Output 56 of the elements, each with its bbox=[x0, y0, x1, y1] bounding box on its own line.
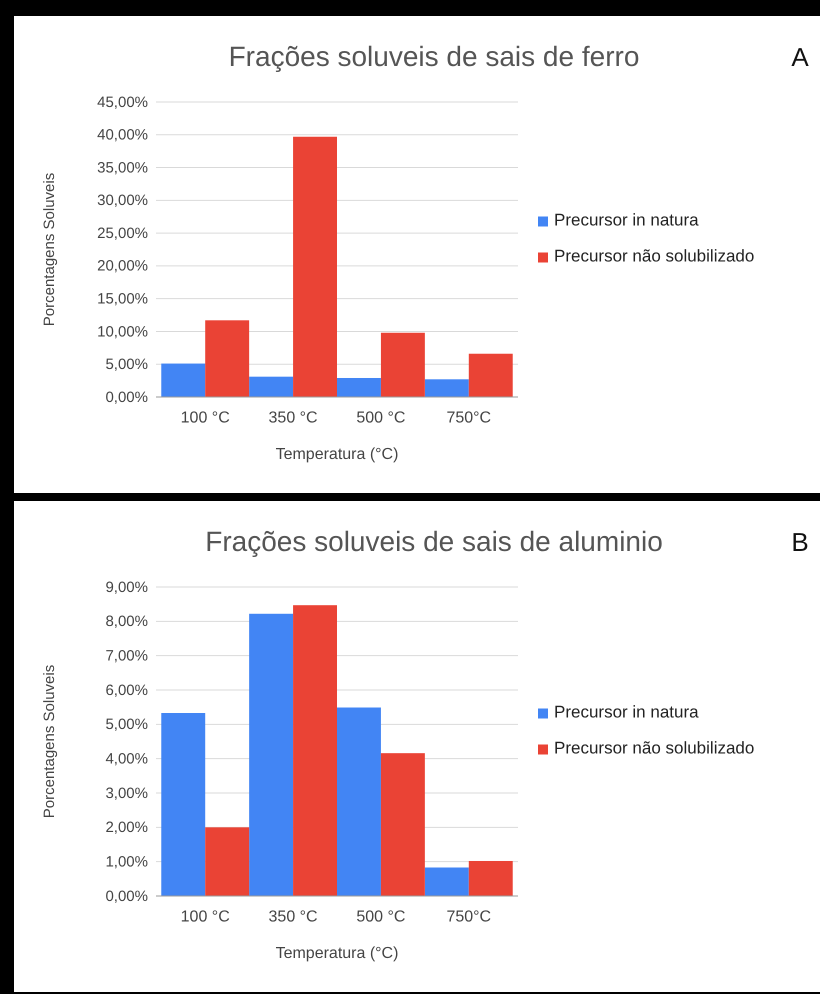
bar bbox=[380, 332, 425, 397]
bar bbox=[161, 713, 206, 896]
bar bbox=[205, 320, 250, 397]
y-tick-label: 15,00% bbox=[97, 290, 148, 308]
text: A bbox=[791, 42, 810, 72]
bar bbox=[249, 376, 294, 397]
y-tick-label: 40,00% bbox=[97, 126, 148, 144]
bar bbox=[249, 614, 294, 896]
bar bbox=[424, 379, 469, 397]
bar bbox=[468, 860, 513, 896]
x-tick-label: 500 °C bbox=[356, 908, 406, 926]
bar bbox=[337, 708, 381, 896]
y-tick-label: 3,00% bbox=[105, 784, 148, 802]
x-axis-title: Temperatura (°C) bbox=[276, 446, 398, 463]
y-tick-label: 25,00% bbox=[97, 224, 148, 242]
y-tick-label: 5,00% bbox=[105, 356, 148, 374]
y-tick-label: 30,00% bbox=[97, 192, 148, 210]
bar bbox=[380, 753, 425, 896]
chart-title: Frações soluveis de sais de ferro bbox=[228, 41, 640, 72]
bar bbox=[293, 136, 337, 397]
y-tick-label: 6,00% bbox=[105, 682, 148, 699]
y-tick-label: 4,00% bbox=[105, 750, 148, 768]
x-tick-label: 750°C bbox=[446, 409, 492, 426]
legend-label: Precursor não solubilizado bbox=[554, 738, 754, 758]
y-tick-label: 2,00% bbox=[105, 819, 148, 836]
x-tick-label: 350 °C bbox=[268, 908, 318, 926]
x-tick-label: 750°C bbox=[446, 908, 492, 926]
y-tick-label: 1,00% bbox=[105, 853, 148, 870]
y-axis-title: Porcentagens Soluveis bbox=[41, 664, 58, 818]
chart-title: Frações soluveis de sais de aluminio bbox=[205, 526, 663, 557]
legend-label: Precursor in natura bbox=[554, 702, 700, 722]
x-tick-label: 100 °C bbox=[180, 409, 230, 426]
y-tick-label: 0,00% bbox=[105, 388, 148, 406]
bar bbox=[468, 354, 513, 397]
bar bbox=[424, 868, 469, 896]
bar bbox=[161, 364, 206, 397]
legend-label: Precursor in natura bbox=[554, 210, 700, 230]
y-tick-label: 10,00% bbox=[97, 323, 148, 340]
y-tick-label: 5,00% bbox=[105, 716, 148, 734]
y-tick-label: 8,00% bbox=[105, 613, 148, 630]
y-tick-label: 35,00% bbox=[97, 159, 148, 176]
text: B bbox=[791, 527, 809, 557]
x-axis-title: Temperatura (°C) bbox=[276, 945, 398, 962]
x-tick-label: 100 °C bbox=[180, 908, 230, 926]
y-axis-title: Porcentagens Soluveis bbox=[41, 172, 58, 326]
y-tick-label: 20,00% bbox=[97, 258, 148, 275]
y-tick-label: 0,00% bbox=[105, 888, 148, 905]
x-tick-label: 350 °C bbox=[268, 409, 318, 426]
y-tick-label: 45,00% bbox=[97, 94, 148, 111]
bar bbox=[293, 605, 337, 896]
bar bbox=[205, 827, 250, 896]
y-tick-label: 9,00% bbox=[105, 578, 148, 596]
bar bbox=[337, 378, 381, 397]
x-tick-label: 500 °C bbox=[356, 409, 406, 426]
legend-label: Precursor não solubilizado bbox=[554, 246, 754, 266]
y-tick-label: 7,00% bbox=[105, 647, 148, 664]
